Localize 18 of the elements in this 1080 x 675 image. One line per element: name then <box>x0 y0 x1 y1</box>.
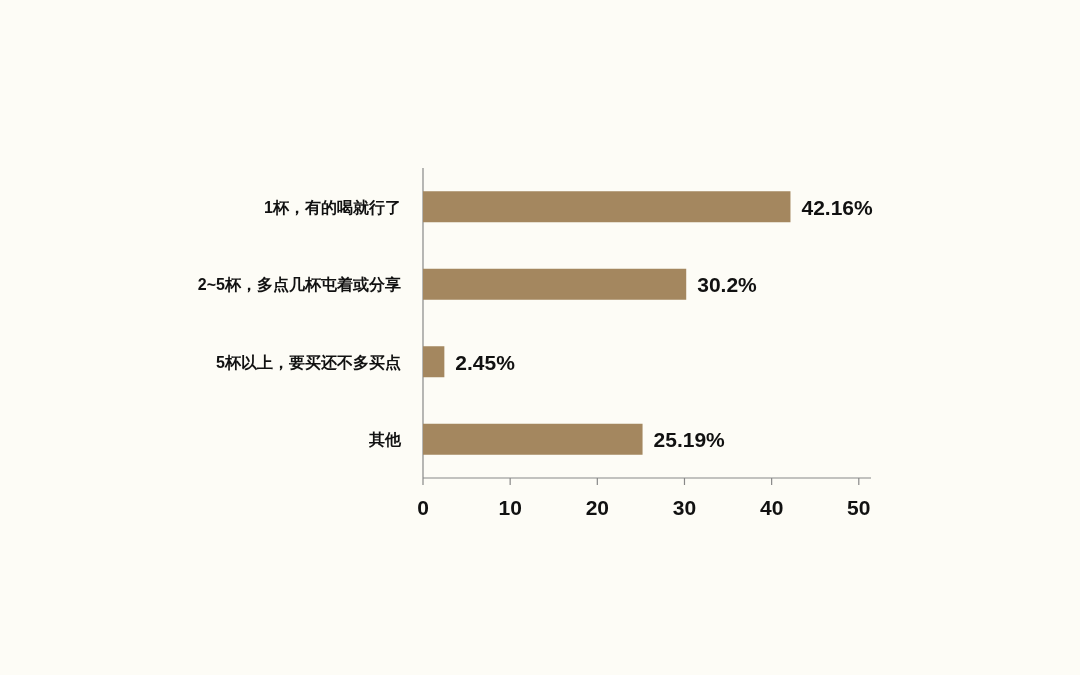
bar <box>423 423 643 455</box>
data-label: 42.16% <box>801 195 874 219</box>
x-tick-label: 50 <box>847 496 871 519</box>
y-tick-label: 5杯以上，要买还不多买点 <box>216 353 401 372</box>
x-tick-label: 10 <box>498 496 522 519</box>
data-label: 25.19% <box>653 428 726 452</box>
y-tick-label: 其他 <box>368 431 402 449</box>
y-tick-label: 1杯，有的喝就行了 <box>264 198 401 216</box>
bar <box>423 346 445 378</box>
bar <box>423 191 791 223</box>
x-tick-label: 20 <box>585 496 609 519</box>
bar <box>423 268 687 300</box>
x-tick-label: 40 <box>759 496 784 519</box>
data-label: 30.2% <box>697 273 758 297</box>
x-tick-label: 0 <box>417 496 429 519</box>
x-tick-label: 30 <box>672 496 697 519</box>
data-label: 2.45% <box>455 350 516 374</box>
y-tick-label: 2~5杯，多点几杯屯着或分享 <box>197 275 401 295</box>
